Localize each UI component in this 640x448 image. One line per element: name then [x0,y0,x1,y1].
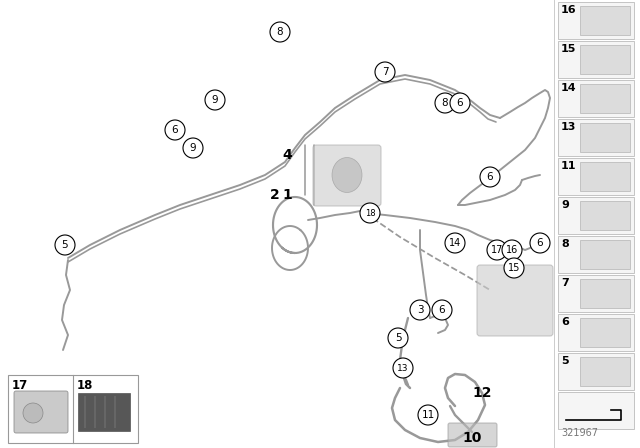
FancyBboxPatch shape [558,158,634,195]
Circle shape [270,22,290,42]
FancyBboxPatch shape [558,275,634,312]
FancyBboxPatch shape [580,45,630,74]
Text: 8: 8 [442,98,448,108]
FancyBboxPatch shape [558,2,634,39]
Text: 5: 5 [561,356,568,366]
FancyBboxPatch shape [558,80,634,117]
FancyBboxPatch shape [580,318,630,347]
FancyBboxPatch shape [558,197,634,234]
FancyBboxPatch shape [477,265,553,336]
Text: 11: 11 [421,410,435,420]
FancyBboxPatch shape [558,392,634,429]
Circle shape [165,120,185,140]
FancyBboxPatch shape [580,84,630,113]
FancyBboxPatch shape [558,41,634,78]
Text: 13: 13 [561,122,577,132]
Circle shape [504,258,524,278]
Text: 8: 8 [276,27,284,37]
Text: 2: 2 [270,188,280,202]
FancyBboxPatch shape [78,393,130,431]
FancyBboxPatch shape [448,423,497,447]
Circle shape [445,233,465,253]
Text: 5: 5 [61,240,68,250]
Text: 15: 15 [508,263,520,273]
FancyBboxPatch shape [558,353,634,390]
Text: 6: 6 [537,238,543,248]
Text: 3: 3 [417,305,423,315]
Circle shape [487,240,507,260]
Text: 16: 16 [506,245,518,255]
Text: 17: 17 [12,379,28,392]
Circle shape [205,90,225,110]
Text: 7: 7 [381,67,388,77]
FancyBboxPatch shape [558,119,634,156]
Text: 9: 9 [561,200,569,210]
Text: 11: 11 [561,161,577,171]
Text: 18: 18 [77,379,93,392]
FancyBboxPatch shape [14,391,68,433]
FancyBboxPatch shape [558,314,634,351]
Text: 4: 4 [282,148,292,162]
FancyBboxPatch shape [580,240,630,269]
Circle shape [375,62,395,82]
Circle shape [435,93,455,113]
Text: 13: 13 [397,363,409,372]
Text: 12: 12 [472,386,492,400]
Text: 10: 10 [462,431,482,445]
FancyBboxPatch shape [580,279,630,308]
Text: 7: 7 [561,278,569,288]
FancyBboxPatch shape [313,145,381,206]
Text: 9: 9 [189,143,196,153]
Circle shape [55,235,75,255]
Text: 6: 6 [561,317,569,327]
Circle shape [23,403,43,423]
FancyBboxPatch shape [580,201,630,230]
Text: 5: 5 [395,333,401,343]
FancyBboxPatch shape [580,123,630,152]
Circle shape [502,240,522,260]
FancyBboxPatch shape [558,236,634,273]
Text: 18: 18 [365,208,375,217]
FancyBboxPatch shape [580,162,630,191]
FancyBboxPatch shape [8,375,138,443]
Circle shape [418,405,438,425]
Text: 321967: 321967 [561,428,598,438]
Text: 15: 15 [561,44,577,54]
Text: 6: 6 [172,125,179,135]
Text: 9: 9 [212,95,218,105]
Circle shape [393,358,413,378]
Text: 16: 16 [561,5,577,15]
Text: 14: 14 [561,83,577,93]
Text: 17: 17 [491,245,503,255]
Circle shape [480,167,500,187]
Circle shape [432,300,452,320]
Circle shape [388,328,408,348]
Text: 6: 6 [438,305,445,315]
FancyBboxPatch shape [580,357,630,386]
Text: 1: 1 [282,188,292,202]
FancyBboxPatch shape [580,6,630,35]
Text: 8: 8 [561,239,569,249]
Circle shape [450,93,470,113]
Text: 6: 6 [486,172,493,182]
Ellipse shape [332,158,362,193]
Circle shape [360,203,380,223]
Circle shape [183,138,203,158]
Circle shape [410,300,430,320]
Text: 6: 6 [457,98,463,108]
Circle shape [530,233,550,253]
Text: 14: 14 [449,238,461,248]
